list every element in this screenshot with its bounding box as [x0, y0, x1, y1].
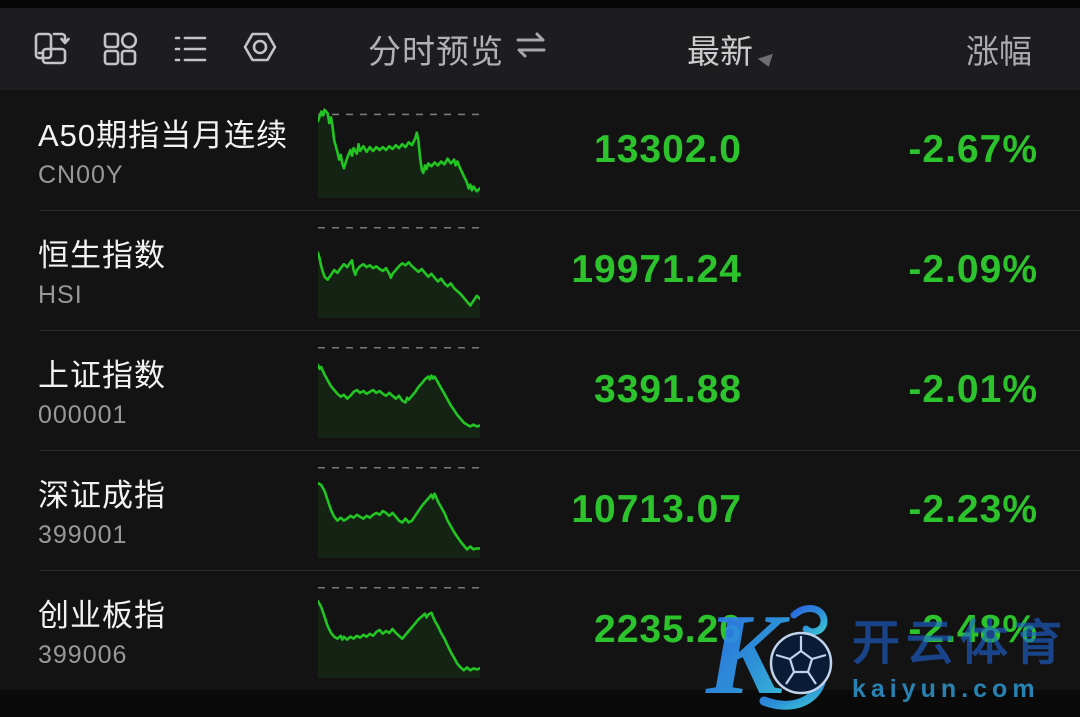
change-percent: -2.09% [908, 248, 1038, 291]
bottom-gap [0, 690, 1080, 717]
quote-row-hsi[interactable]: 恒生指数 HSI 19971.24 -2.09% [0, 210, 1080, 330]
toolbar: 分时预览 最新 涨幅 [0, 8, 1080, 90]
instrument-name: 创业板指 [38, 598, 166, 633]
intraday-sparkline [318, 462, 480, 558]
view-mode-toggle[interactable]: 分时预览 [368, 25, 548, 73]
last-price: 10713.07 [571, 488, 742, 531]
instrument-code: HSI [38, 281, 83, 309]
instrument-identity: 恒生指数 HSI [0, 230, 318, 310]
sort-header-change[interactable]: 涨幅 [966, 25, 1032, 73]
change-percent: -2.01% [908, 368, 1038, 411]
instrument-name: 深证成指 [38, 478, 166, 513]
sort-caret-icon [757, 53, 777, 70]
view-mode-label: 分时预览 [368, 33, 504, 70]
instrument-identity: A50期指当月连续 CN00Y [0, 110, 318, 190]
intraday-sparkline [318, 102, 480, 198]
change-percent: -2.67% [908, 128, 1038, 171]
instrument-code: 399001 [38, 521, 128, 549]
quote-list: A50期指当月连续 CN00Y 13302.0 -2.67% 恒生指数 HSI … [0, 90, 1080, 690]
last-price: 3391.88 [594, 368, 742, 411]
toolbar-icon-group [0, 27, 282, 71]
instrument-code: 000001 [38, 401, 128, 429]
quote-row-szse[interactable]: 深证成指 399001 10713.07 -2.23% [0, 450, 1080, 570]
status-strip [0, 0, 1080, 8]
instrument-identity: 上证指数 000001 [0, 350, 318, 430]
list-view-icon[interactable] [168, 27, 212, 71]
instrument-code: 399006 [38, 641, 128, 669]
instrument-name: A50期指当月连续 [38, 118, 289, 153]
last-price: 2235.26 [594, 608, 742, 651]
change-percent: -2.48% [908, 608, 1038, 651]
device-rotate-icon[interactable] [28, 27, 72, 71]
instrument-name: 上证指数 [38, 358, 166, 393]
last-price: 13302.0 [594, 128, 742, 171]
quote-row-a50[interactable]: A50期指当月连续 CN00Y 13302.0 -2.67% [0, 90, 1080, 210]
quote-row-sse[interactable]: 上证指数 000001 3391.88 -2.01% [0, 330, 1080, 450]
instrument-name: 恒生指数 [38, 238, 166, 273]
swap-arrows-icon [514, 30, 548, 68]
intraday-sparkline [318, 222, 480, 318]
latest-header-label: 最新 [687, 33, 753, 70]
intraday-sparkline [318, 582, 480, 678]
change-percent: -2.23% [908, 488, 1038, 531]
sort-header-latest[interactable]: 最新 [687, 25, 777, 73]
settings-hexagon-icon[interactable] [238, 27, 282, 71]
widgets-grid-icon[interactable] [98, 27, 142, 71]
instrument-identity: 深证成指 399001 [0, 470, 318, 550]
intraday-sparkline [318, 342, 480, 438]
last-price: 19971.24 [571, 248, 742, 291]
instrument-code: CN00Y [38, 161, 124, 189]
instrument-identity: 创业板指 399006 [0, 590, 318, 670]
quote-row-chinext[interactable]: 创业板指 399006 2235.26 -2.48% [0, 570, 1080, 690]
change-header-label: 涨幅 [966, 33, 1032, 70]
